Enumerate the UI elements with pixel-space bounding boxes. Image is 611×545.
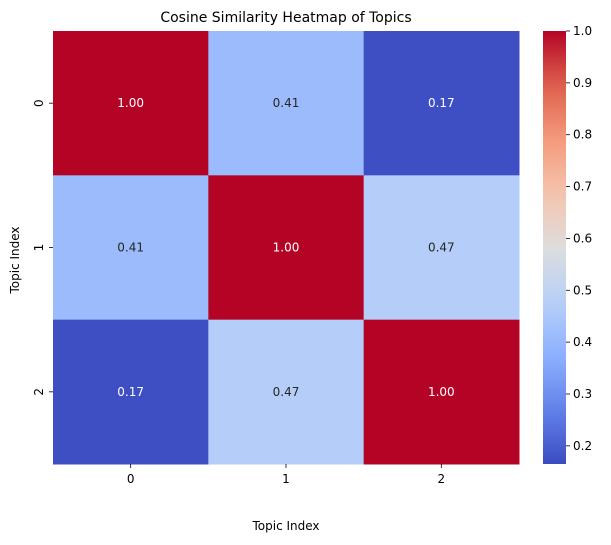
colorbar-tick-label: 0.6 [573,231,592,245]
y-axis-label: Topic Index [8,226,22,294]
x-tick-label: 1 [282,472,290,486]
cell-value-label: 0.41 [117,241,144,255]
heatmap-cell [53,175,209,321]
cell-value-label: 0.47 [273,385,300,399]
cell-value-label: 1.00 [273,241,300,255]
colorbar-tick-label: 0.9 [573,76,592,90]
cell-value-label: 1.00 [428,385,455,399]
colorbar-tick-label: 0.5 [573,283,592,297]
heatmap-cell [363,319,520,465]
colorbar-tick-label: 1.0 [573,24,592,38]
colorbar-tick-label: 0.7 [573,180,592,194]
chart-title: Cosine Similarity Heatmap of Topics [160,10,411,26]
cell-value-label: 0.17 [428,96,455,110]
heatmap-cell [53,31,209,176]
cell-value-label: 0.47 [428,241,455,255]
heatmap-cell [208,31,365,176]
colorbar-tick-label: 0.3 [573,387,592,401]
y-tick-label: 0 [32,99,46,107]
cell-value-label: 1.00 [117,96,144,110]
heatmap-cell [53,319,209,465]
colorbar-tick-label: 0.8 [573,128,592,142]
colorbar-tick-label: 0.2 [573,439,592,453]
x-axis-ticks: 0 1 2 [127,464,445,486]
colorbar-tick-label: 0.4 [573,335,592,349]
cell-value-label: 0.17 [117,385,144,399]
heatmap-cell [363,31,520,176]
x-tick-label: 2 [438,472,446,486]
y-tick-label: 1 [32,244,46,252]
y-axis-ticks: 0 1 2 [32,99,53,396]
y-tick-label: 2 [32,388,46,396]
cell-value-label: 0.41 [273,96,300,110]
heatmap-cell [208,319,365,465]
colorbar-ticks: 0.2 0.3 0.4 0.5 0.6 0.7 0.8 0.9 1.0 [566,24,592,453]
heatmap-cell [208,175,365,321]
heatmap-cells: 1.00 0.41 0.17 0.41 1.00 0.47 0.17 0.47 1.00 [53,31,520,465]
heatmap-cell [363,175,520,321]
x-tick-label: 0 [127,472,135,486]
colorbar [543,31,566,464]
x-axis-label: Topic Index [251,519,319,533]
